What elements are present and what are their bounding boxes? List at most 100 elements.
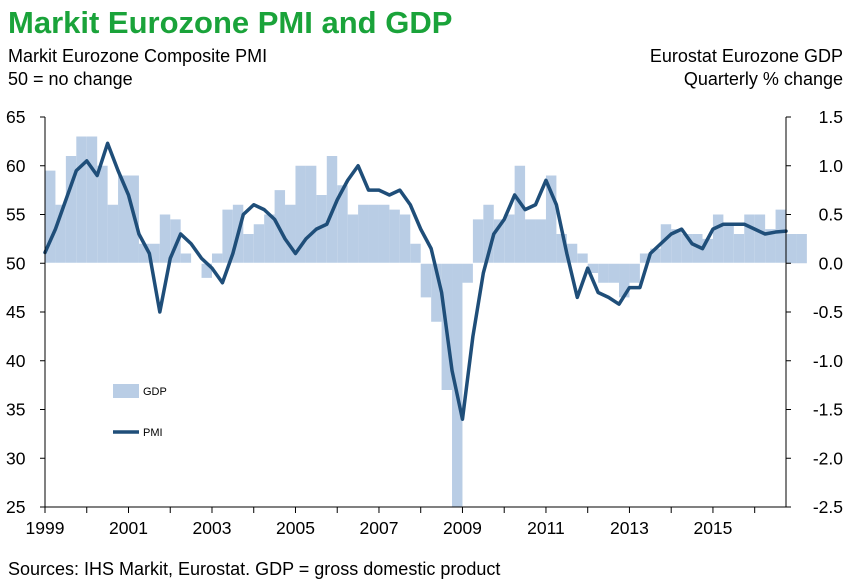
gdp-bar: [733, 234, 745, 264]
gdp-bar: [389, 209, 400, 264]
x-tick-label: 2015: [693, 518, 732, 538]
legend-gdp-label: GDP: [143, 386, 167, 398]
gdp-bar: [598, 263, 609, 283]
gdp-bar: [420, 263, 432, 298]
gdp-bar: [692, 234, 703, 264]
gdp-bar: [775, 209, 786, 264]
gdp-bar: [431, 263, 442, 322]
gdp-bar: [681, 234, 693, 264]
gdp-bar: [462, 263, 473, 283]
right-tick-label: 0.0: [819, 253, 844, 273]
right-tick-label: -2.0: [813, 448, 843, 468]
left-tick-label: 60: [6, 156, 26, 176]
gdp-bar: [316, 195, 327, 264]
gdp-bars: [45, 136, 807, 507]
gdp-bar: [264, 214, 275, 264]
x-tick-label: 2001: [109, 518, 148, 538]
right-axis-title-line1: Eurostat Eurozone GDP: [650, 46, 843, 66]
gdp-bar: [472, 219, 484, 264]
gdp-bar: [545, 175, 557, 264]
x-tick-label: 1999: [26, 518, 65, 538]
gdp-bar: [410, 243, 421, 264]
left-tick-label: 30: [6, 448, 26, 468]
right-tick-label: -1.0: [813, 351, 843, 371]
gdp-bar: [65, 156, 77, 264]
gdp-bar: [76, 136, 87, 264]
gdp-bar: [253, 224, 265, 264]
left-axis-ticks: 65 60 55 50 45 40 35 30 25: [6, 107, 45, 517]
left-tick-label: 50: [6, 253, 26, 273]
chart-title: Markit Eurozone PMI and GDP: [8, 5, 452, 40]
right-tick-label: -2.5: [813, 497, 843, 517]
gdp-bar: [587, 263, 599, 273]
gdp-bar: [525, 219, 536, 264]
gdp-bar: [660, 224, 672, 264]
right-tick-label: 0.5: [819, 205, 843, 225]
gdp-bar: [180, 253, 192, 264]
gdp-bar: [305, 165, 317, 264]
x-tick-label: 2011: [527, 518, 565, 538]
gdp-bar: [514, 165, 526, 264]
axes: [44, 117, 787, 508]
gdp-bar: [97, 165, 108, 264]
gdp-bar: [712, 214, 724, 264]
gdp-bar: [201, 263, 212, 278]
left-axis-title-line1: Markit Eurozone Composite PMI: [8, 46, 267, 66]
gdp-bar: [138, 243, 150, 264]
left-axis-title-line2: 50 = no change: [8, 69, 133, 89]
left-tick-label: 25: [6, 497, 25, 517]
x-tick-label: 2003: [193, 518, 232, 538]
source-note: Sources: IHS Markit, Eurostat. GDP = gro…: [8, 559, 500, 579]
right-axis-title-line2: Quarterly % change: [684, 69, 843, 89]
gdp-bar: [650, 248, 661, 264]
gdp-bar: [149, 243, 160, 264]
gdp-bar: [368, 204, 379, 264]
right-tick-label: -0.5: [813, 302, 843, 322]
right-tick-label: -1.5: [813, 400, 843, 420]
left-tick-label: 45: [6, 302, 25, 322]
gdp-bar: [483, 204, 494, 264]
gdp-bar: [744, 214, 755, 264]
gdp-bar: [45, 170, 56, 264]
left-tick-label: 35: [6, 400, 25, 420]
gdp-bar: [211, 253, 223, 264]
gdp-bar: [577, 253, 588, 264]
gdp-bar: [723, 224, 734, 264]
gdp-bar: [556, 234, 567, 264]
gdp-bar: [452, 263, 463, 507]
gdp-bar: [243, 234, 254, 264]
gdp-bar: [358, 204, 369, 264]
gdp-bar: [378, 204, 390, 264]
legend-pmi-label: PMI: [143, 427, 163, 439]
gdp-bar: [399, 214, 411, 264]
left-tick-label: 65: [6, 107, 25, 127]
gdp-bar: [118, 175, 129, 264]
pmi-line: [43, 141, 788, 421]
gdp-bar: [86, 136, 98, 264]
gdp-bar: [285, 204, 296, 264]
gdp-bar: [295, 165, 306, 264]
gdp-bar: [702, 238, 713, 264]
gdp-bar: [347, 214, 359, 264]
gdp-bar: [629, 263, 640, 283]
legend: GDP PMI: [113, 384, 167, 439]
gdp-bar: [608, 263, 620, 283]
gdp-bar: [765, 229, 776, 264]
gdp-bar: [619, 263, 630, 298]
gdp-bar: [170, 219, 181, 264]
gdp-bar: [671, 229, 682, 264]
gdp-bar: [107, 204, 119, 264]
gdp-bar: [337, 185, 348, 264]
x-tick-label: 2005: [276, 518, 315, 538]
left-tick-label: 55: [6, 205, 25, 225]
x-tick-label: 2009: [443, 518, 482, 538]
gdp-bar: [55, 204, 66, 264]
x-tick-label: 2007: [360, 518, 399, 538]
right-axis-ticks: 1.5 1.0 0.5 0.0 -0.5 -1.0 -1.5 -2.0 -2.5: [786, 107, 843, 517]
legend-gdp-swatch: [113, 384, 139, 398]
gdp-bar: [566, 243, 578, 264]
gdp-bar: [493, 219, 505, 264]
gdp-bar: [639, 253, 651, 264]
x-tick-label: 2013: [610, 518, 649, 538]
